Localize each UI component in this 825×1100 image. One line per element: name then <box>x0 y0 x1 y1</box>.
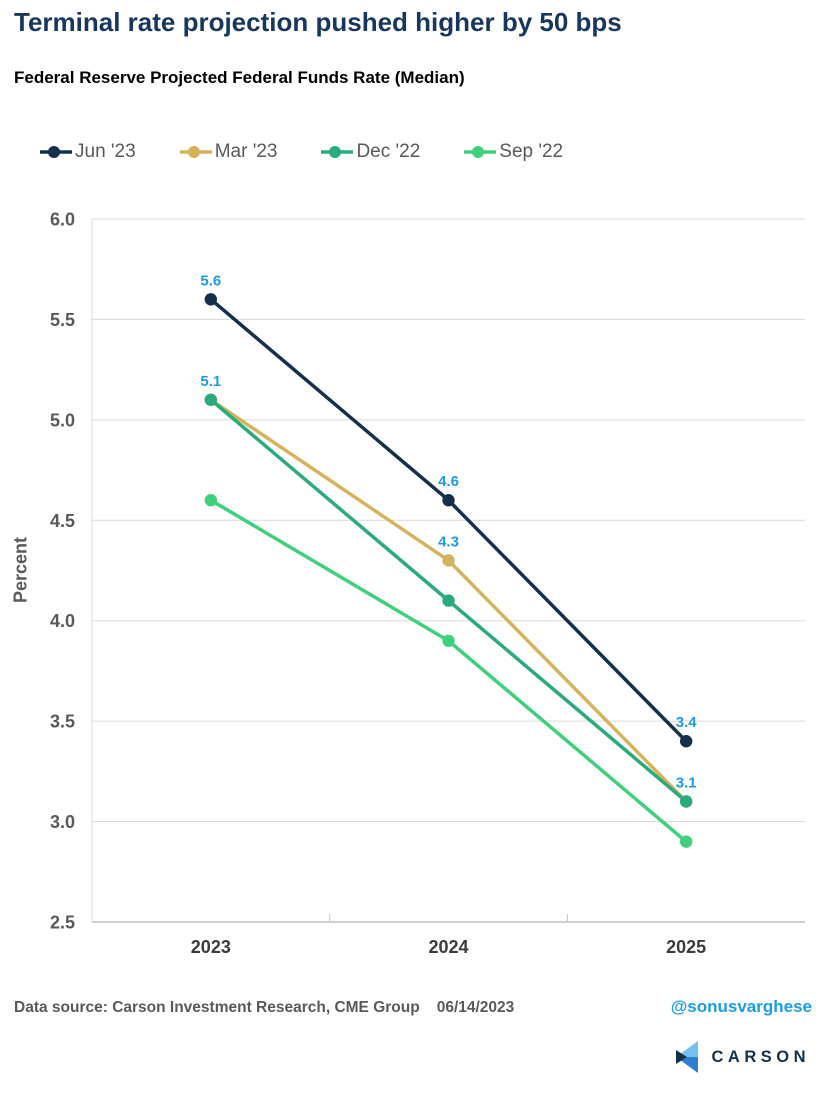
legend-item-jun-23: Jun '23 <box>40 141 136 163</box>
y-tick-label: 6.0 <box>50 210 75 230</box>
legend-label: Jun '23 <box>75 141 136 162</box>
legend-item-mar-23: Mar '23 <box>179 141 278 163</box>
carson-logo-text: CARSON <box>711 1047 810 1066</box>
legend-marker-icon <box>40 146 72 158</box>
y-tick-label: 5.0 <box>50 410 75 430</box>
carson-logo: CARSON <box>673 1040 810 1074</box>
data-point-dec-22 <box>204 393 218 406</box>
y-tick-label: 4.5 <box>50 511 75 531</box>
y-tick-label: 4.0 <box>50 611 75 631</box>
footer-date: 06/14/2023 <box>436 999 515 1016</box>
carson-logo-icon <box>676 1041 699 1073</box>
data-point-jun-23 <box>204 293 218 306</box>
y-tick-label: 3.5 <box>50 712 75 732</box>
data-point-label: 3.1 <box>676 774 697 791</box>
data-point-label: 4.3 <box>438 533 459 550</box>
legend-marker-icon <box>179 146 212 158</box>
data-point-jun-23 <box>442 494 455 507</box>
chart-svg: 6.0 5.5 5.0 4.5 4.0 3.5 3.0 2.5 2023 2024 2025 5.6 4… <box>50 210 805 957</box>
data-point-sep-22 <box>204 494 218 507</box>
twitter-handle: @sonusvarghese <box>670 997 812 1016</box>
data-point-sep-22 <box>679 835 693 848</box>
chart-title: Terminal rate projection pushed higher b… <box>14 7 622 37</box>
y-tick-label: 5.5 <box>50 310 75 330</box>
data-point-jun-23 <box>679 735 693 748</box>
legend-label: Mar '23 <box>214 141 278 162</box>
footer: Data source: Carson Investment Research,… <box>14 997 812 1017</box>
data-point-label: 5.6 <box>200 272 221 289</box>
x-tick-label: 2023 <box>191 937 231 957</box>
legend-label: Dec '22 <box>356 141 421 162</box>
chart-subtitle: Federal Reserve Projected Federal Funds … <box>14 68 465 87</box>
data-point-label: 5.1 <box>200 373 221 390</box>
legend-item-dec-22: Dec '22 <box>321 141 420 163</box>
data-source-text: Data source: Carson Investment Research,… <box>14 999 420 1016</box>
y-tick-label: 3.0 <box>50 812 75 832</box>
data-point-dec-22 <box>442 594 455 607</box>
x-tick-label: 2025 <box>666 937 706 957</box>
data-point-label: 3.4 <box>676 714 698 731</box>
legend-marker-icon <box>321 146 354 158</box>
data-point-label: 4.6 <box>438 473 459 490</box>
data-point-mar-23 <box>442 554 455 567</box>
legend: Jun '23 Mar '23 Dec '22 Sep '22 <box>40 141 563 163</box>
x-tick-label: 2024 <box>428 937 468 957</box>
data-point-dec-22 <box>679 795 693 808</box>
legend-marker-icon <box>464 146 497 158</box>
legend-item-sep-22: Sep '22 <box>464 141 563 163</box>
data-point-sep-22 <box>442 634 455 647</box>
y-tick-label: 2.5 <box>50 913 75 933</box>
legend-label: Sep '22 <box>499 141 564 162</box>
